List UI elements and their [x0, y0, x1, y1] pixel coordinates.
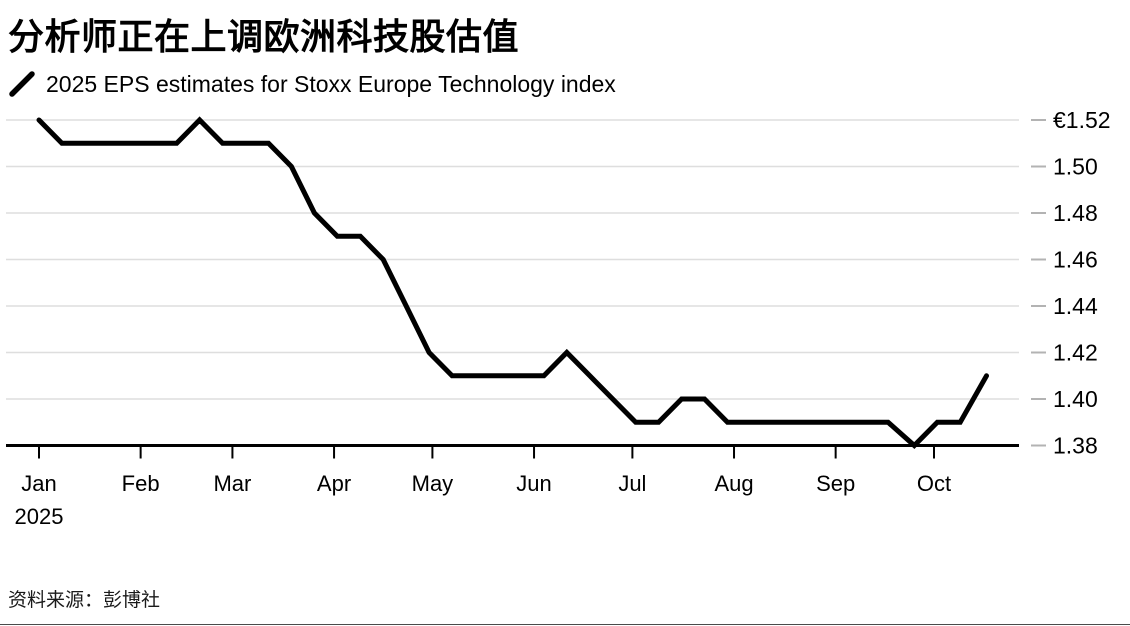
legend: 2025 EPS estimates for Stoxx Europe Tech… — [8, 70, 616, 98]
y-axis-label: 1.42 — [1053, 340, 1098, 366]
legend-label: 2025 EPS estimates for Stoxx Europe Tech… — [46, 70, 616, 97]
y-axis-label: 1.46 — [1053, 247, 1098, 273]
chart-title: 分析师正在上调欧洲科技股估值 — [8, 16, 520, 57]
x-axis-label: Aug — [714, 471, 753, 496]
y-axis-label: 1.50 — [1053, 154, 1098, 180]
x-axis-year-label: 2025 — [15, 504, 64, 529]
eps-series-line — [36, 116, 989, 449]
line-series-legend-icon — [9, 71, 35, 97]
source-note: 资料来源：彭博社 — [8, 590, 161, 611]
y-axis-label: 1.44 — [1053, 293, 1098, 319]
bottom-divider — [0, 624, 1130, 625]
y-axis-label: 1.38 — [1053, 433, 1098, 459]
x-axis-label: Feb — [122, 471, 160, 496]
y-axis-label: €1.52 — [1053, 107, 1111, 133]
eps-line-chart: €1.52 1.50 1.48 1.46 1.44 1.42 1.40 1.38 Jan 2025… — [6, 107, 1111, 529]
y-axis-label: 1.40 — [1053, 386, 1098, 412]
x-axis-label: Mar — [213, 471, 251, 496]
x-axis-label: Sep — [816, 471, 855, 496]
x-axis-label: Apr — [317, 471, 351, 496]
x-axis-label: Jun — [516, 471, 551, 496]
x-axis-label: May — [412, 471, 454, 496]
x-axis-label: Jan — [21, 471, 56, 496]
y-axis-label: 1.48 — [1053, 200, 1098, 226]
x-axis-label: Jul — [618, 471, 646, 496]
x-axis-label: Oct — [917, 471, 951, 496]
